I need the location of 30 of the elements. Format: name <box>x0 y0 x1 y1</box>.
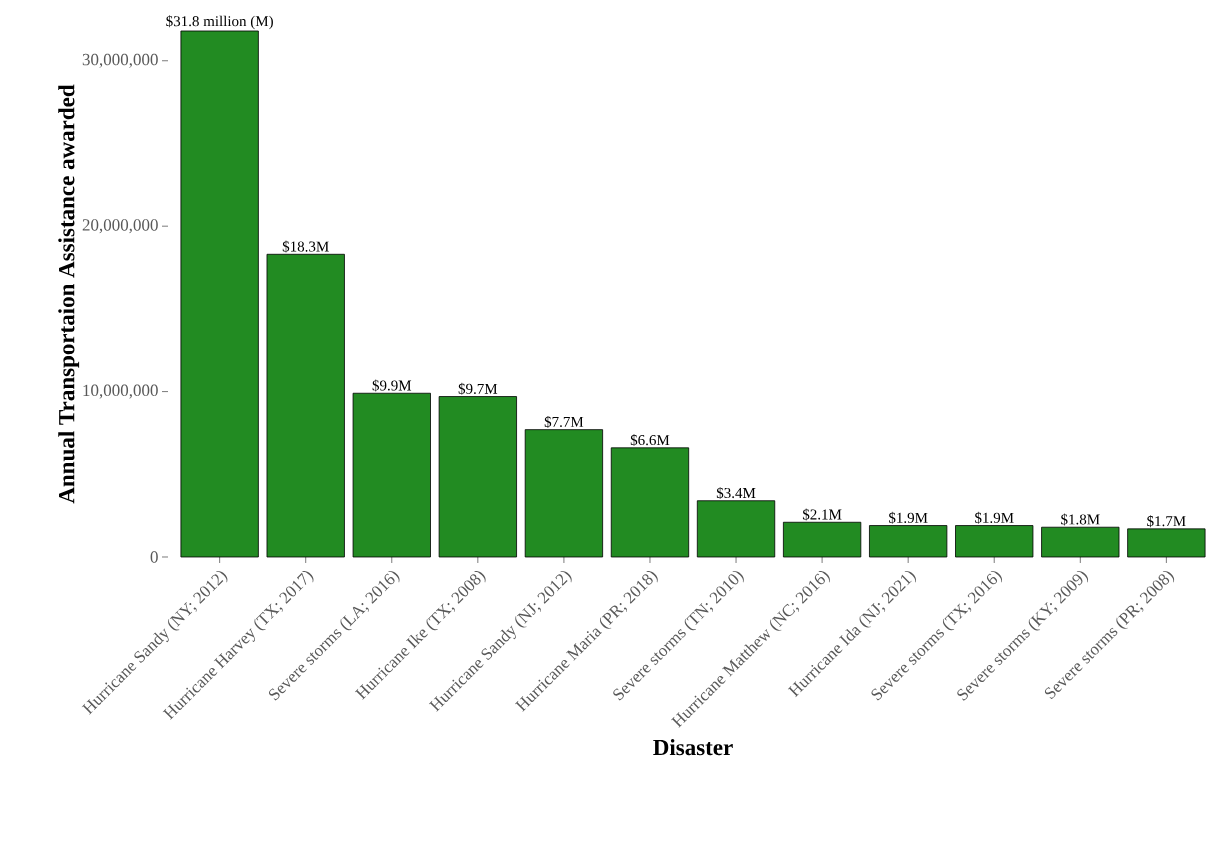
data-label: $3.4M <box>716 487 756 500</box>
bar <box>180 30 259 558</box>
bar <box>782 521 862 558</box>
bar <box>610 447 690 558</box>
x-axis-title: Disaster <box>653 739 733 756</box>
bar <box>1127 528 1206 558</box>
bar <box>1041 526 1120 558</box>
data-label: $31.8 million (M) <box>166 15 273 30</box>
data-label: $7.7M <box>544 415 584 428</box>
data-label: $9.7M <box>458 382 498 395</box>
bar <box>524 429 604 558</box>
bar <box>352 392 431 558</box>
data-label: $1.8M <box>1061 513 1100 526</box>
y-tick-label: 20,000,000 <box>82 219 158 234</box>
data-label: $1.9M <box>975 511 1014 524</box>
y-tick-label: 0 <box>150 551 158 563</box>
y-tick-label: 30,000,000 <box>82 53 158 68</box>
bar <box>438 396 517 558</box>
bar <box>955 525 1034 558</box>
y-axis-title: Annual Transportaion Assistance awarded <box>58 84 80 504</box>
data-label: $2.1M <box>802 508 842 521</box>
data-label: $1.9M <box>889 511 928 524</box>
y-tick-label: 10,000,000 <box>83 384 158 399</box>
bar <box>266 253 345 558</box>
data-label: $18.3M <box>282 240 329 253</box>
data-label: $9.9M <box>372 379 412 392</box>
bar <box>869 525 948 558</box>
bar <box>696 500 776 558</box>
data-label: $1.7M <box>1147 515 1186 528</box>
data-label: $6.6M <box>630 434 670 447</box>
